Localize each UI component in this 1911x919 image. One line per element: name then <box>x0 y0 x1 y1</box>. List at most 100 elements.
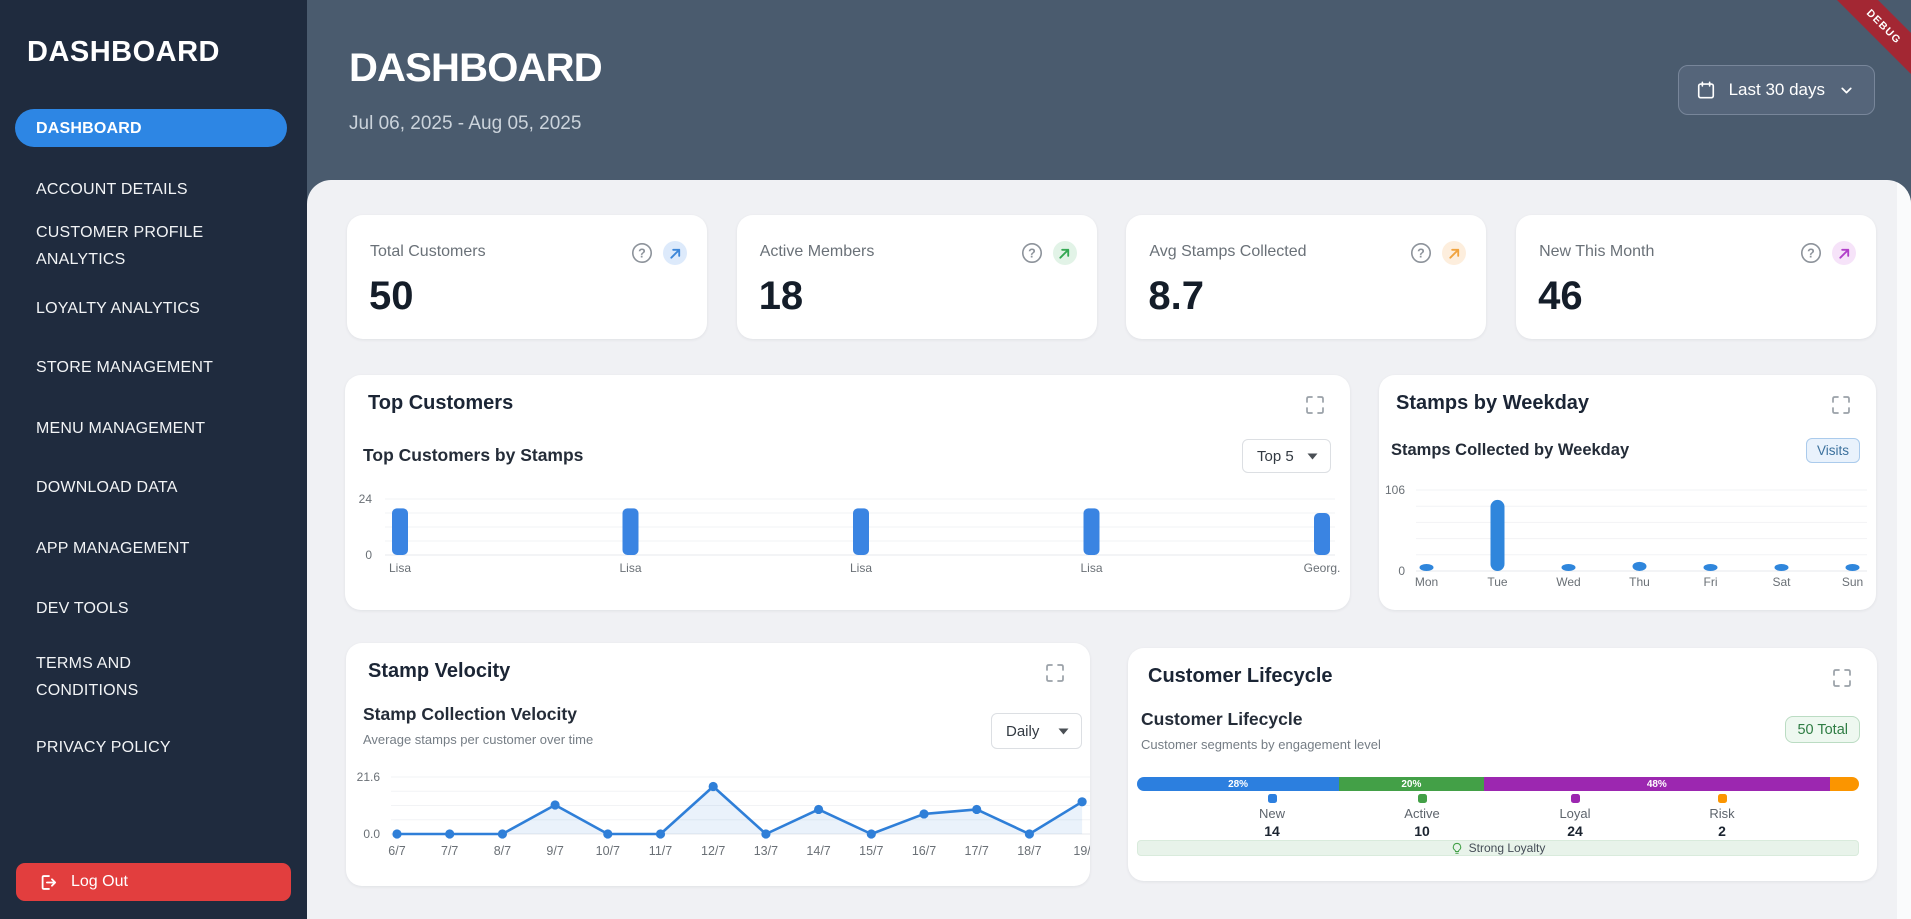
svg-text:0.0: 0.0 <box>363 827 380 841</box>
sidebar-item-privacy-policy[interactable]: PRIVACY POLICY <box>36 739 171 756</box>
svg-text:13/7: 13/7 <box>754 844 778 858</box>
logout-button[interactable]: Log Out <box>16 863 291 901</box>
lifecycle-segment-active: 20% <box>1339 777 1484 791</box>
top-customers-bar-chart: 24 0 Lisa Lisa Lisa Lisa Georg. <box>359 492 1341 575</box>
date-range-text: Jul 06, 2025 - Aug 05, 2025 <box>349 113 582 134</box>
legend-label: Active <box>1404 806 1440 821</box>
lifecycle-segment-loyal: 48% <box>1483 777 1831 791</box>
expand-icon[interactable] <box>1831 395 1851 415</box>
svg-text:9/7: 9/7 <box>546 844 563 858</box>
sidebar-item-terms-and-conditions[interactable]: TERMS AND CONDITIONS <box>36 655 139 699</box>
svg-text:Lisa: Lisa <box>850 561 872 575</box>
select-caret-icon <box>1058 728 1069 734</box>
legend-item-active: Active 10 <box>1362 794 1482 838</box>
app-logo: DASHBOARD <box>27 36 220 68</box>
legend-value: 24 <box>1567 823 1583 839</box>
svg-text:15/7: 15/7 <box>859 844 883 858</box>
date-range-button[interactable]: Last 30 days <box>1677 65 1875 115</box>
svg-text:?: ? <box>638 246 646 260</box>
panel-stamp-velocity: Stamp Velocity Stamp Collection Velocity… <box>346 643 1090 886</box>
stat-card-total-customers: Total Customers 50? <box>347 215 707 339</box>
sidebar-item-download-data[interactable]: DOWNLOAD DATA <box>36 479 178 496</box>
chart-subtitle: Stamps Collected by Weekday <box>1391 441 1630 459</box>
svg-text:21.6: 21.6 <box>357 770 381 784</box>
scrollbar-track[interactable] <box>1897 180 1911 919</box>
legend-item-new: New 14 <box>1212 794 1332 838</box>
svg-text:8/7: 8/7 <box>494 844 511 858</box>
svg-text:106: 106 <box>1385 483 1405 497</box>
panel-customer-lifecycle: Customer Lifecycle Customer Lifecycle Cu… <box>1128 648 1877 881</box>
lifecycle-segment-new: 28% <box>1137 777 1340 791</box>
select-caret-icon <box>1307 453 1318 459</box>
svg-text:14/7: 14/7 <box>806 844 830 858</box>
chevron-down-icon <box>1841 87 1852 93</box>
expand-icon[interactable] <box>1305 395 1325 415</box>
panel-title: Stamp Velocity <box>368 660 511 682</box>
dashboard-content: Total Customers 50? Active Members 18? Avg S… <box>307 180 1911 919</box>
stat-card-avg-stamps-collected: Avg Stamps Collected 8.7? <box>1126 215 1487 339</box>
sidebar-item-customer-profile-analytics[interactable]: CUSTOMER PROFILE ANALYTICS <box>36 224 204 268</box>
help-icon[interactable]: ? <box>631 242 653 264</box>
trend-arrow-icon <box>1442 241 1467 265</box>
visits-badge[interactable]: Visits <box>1805 438 1860 463</box>
sidebar-item-dashboard[interactable]: DASHBOARD <box>15 109 287 147</box>
panel-stamps-by-weekday: Stamps by Weekday Stamps Collected by We… <box>1379 375 1876 610</box>
help-icon[interactable]: ? <box>1410 242 1432 264</box>
svg-text:18/7: 18/7 <box>1017 844 1041 858</box>
svg-text:Wed: Wed <box>1556 575 1580 589</box>
chart-caption: Average stamps per customer over time <box>363 732 594 747</box>
lifecycle-stacked-bar: 28% 20% 48% <box>1137 777 1859 791</box>
legend-swatch <box>1717 794 1727 803</box>
sidebar-item-menu-management[interactable]: MENU MANAGEMENT <box>36 420 206 437</box>
svg-text:19/: 19/ <box>1073 844 1090 858</box>
stat-card-new-this-month: New This Month 46? <box>1516 215 1877 339</box>
total-badge-label: 50 Total <box>1797 721 1848 738</box>
stat-card-active-members: Active Members 18? <box>736 215 1097 339</box>
expand-icon[interactable] <box>1045 663 1065 683</box>
panel-title: Top Customers <box>368 392 514 414</box>
sidebar-item-store-management[interactable]: STORE MANAGEMENT <box>36 359 214 376</box>
svg-text:Lisa: Lisa <box>389 561 411 575</box>
calendar-icon <box>1697 81 1714 99</box>
svg-text:0: 0 <box>1398 564 1405 578</box>
svg-text:?: ? <box>1418 246 1426 260</box>
legend-swatch <box>1267 794 1277 803</box>
panel-top-customers: Top Customers Top Customers by Stamps To… <box>345 375 1350 610</box>
svg-text:Mon: Mon <box>1415 575 1438 589</box>
svg-text:Fri: Fri <box>1704 575 1718 589</box>
svg-text:Thu: Thu <box>1629 575 1650 589</box>
stat-label: Avg Stamps Collected <box>1149 243 1307 260</box>
sidebar-item-loyalty-analytics[interactable]: LOYALTY ANALYTICS <box>36 300 201 317</box>
svg-text:Sat: Sat <box>1772 575 1791 589</box>
expand-icon[interactable] <box>1832 668 1852 688</box>
help-icon[interactable]: ? <box>1021 242 1043 264</box>
help-icon[interactable]: ? <box>1800 242 1822 264</box>
svg-text:7/7: 7/7 <box>441 844 458 858</box>
stat-label: Total Customers <box>370 243 486 260</box>
stat-label: Active Members <box>759 243 875 260</box>
top-n-select[interactable]: Top 5 <box>1242 439 1331 473</box>
svg-text:17/7: 17/7 <box>965 844 989 858</box>
legend-item-risk: Risk 2 <box>1662 794 1782 838</box>
insight-label: Strong Loyalty <box>1468 841 1546 855</box>
sidebar-item-dev-tools[interactable]: DEV TOOLS <box>36 600 129 617</box>
svg-text:6/7: 6/7 <box>388 844 405 858</box>
sidebar-item-account-details[interactable]: ACCOUNT DETAILS <box>36 181 188 198</box>
top-n-select-value: Top 5 <box>1257 447 1294 465</box>
panel-title: Customer Lifecycle <box>1148 665 1333 687</box>
sidebar-item-app-management[interactable]: APP MANAGEMENT <box>36 540 190 557</box>
svg-text:16/7: 16/7 <box>912 844 936 858</box>
stat-value: 18 <box>758 274 804 318</box>
main-area: DASHBOARD Jul 06, 2025 - Aug 05, 2025 La… <box>307 0 1911 919</box>
insight-banner: Strong Loyalty <box>1137 840 1859 856</box>
svg-text:Lisa: Lisa <box>1080 561 1102 575</box>
legend-swatch <box>1570 794 1580 803</box>
legend-value: 14 <box>1264 823 1280 839</box>
svg-text:24: 24 <box>359 492 373 506</box>
trend-arrow-icon <box>1052 241 1077 265</box>
trend-arrow-icon <box>663 241 687 265</box>
legend-item-loyal: Loyal 24 <box>1515 794 1635 838</box>
granularity-select[interactable]: Daily <box>991 713 1082 749</box>
stat-label: New This Month <box>1539 243 1655 260</box>
svg-text:10/7: 10/7 <box>596 844 620 858</box>
